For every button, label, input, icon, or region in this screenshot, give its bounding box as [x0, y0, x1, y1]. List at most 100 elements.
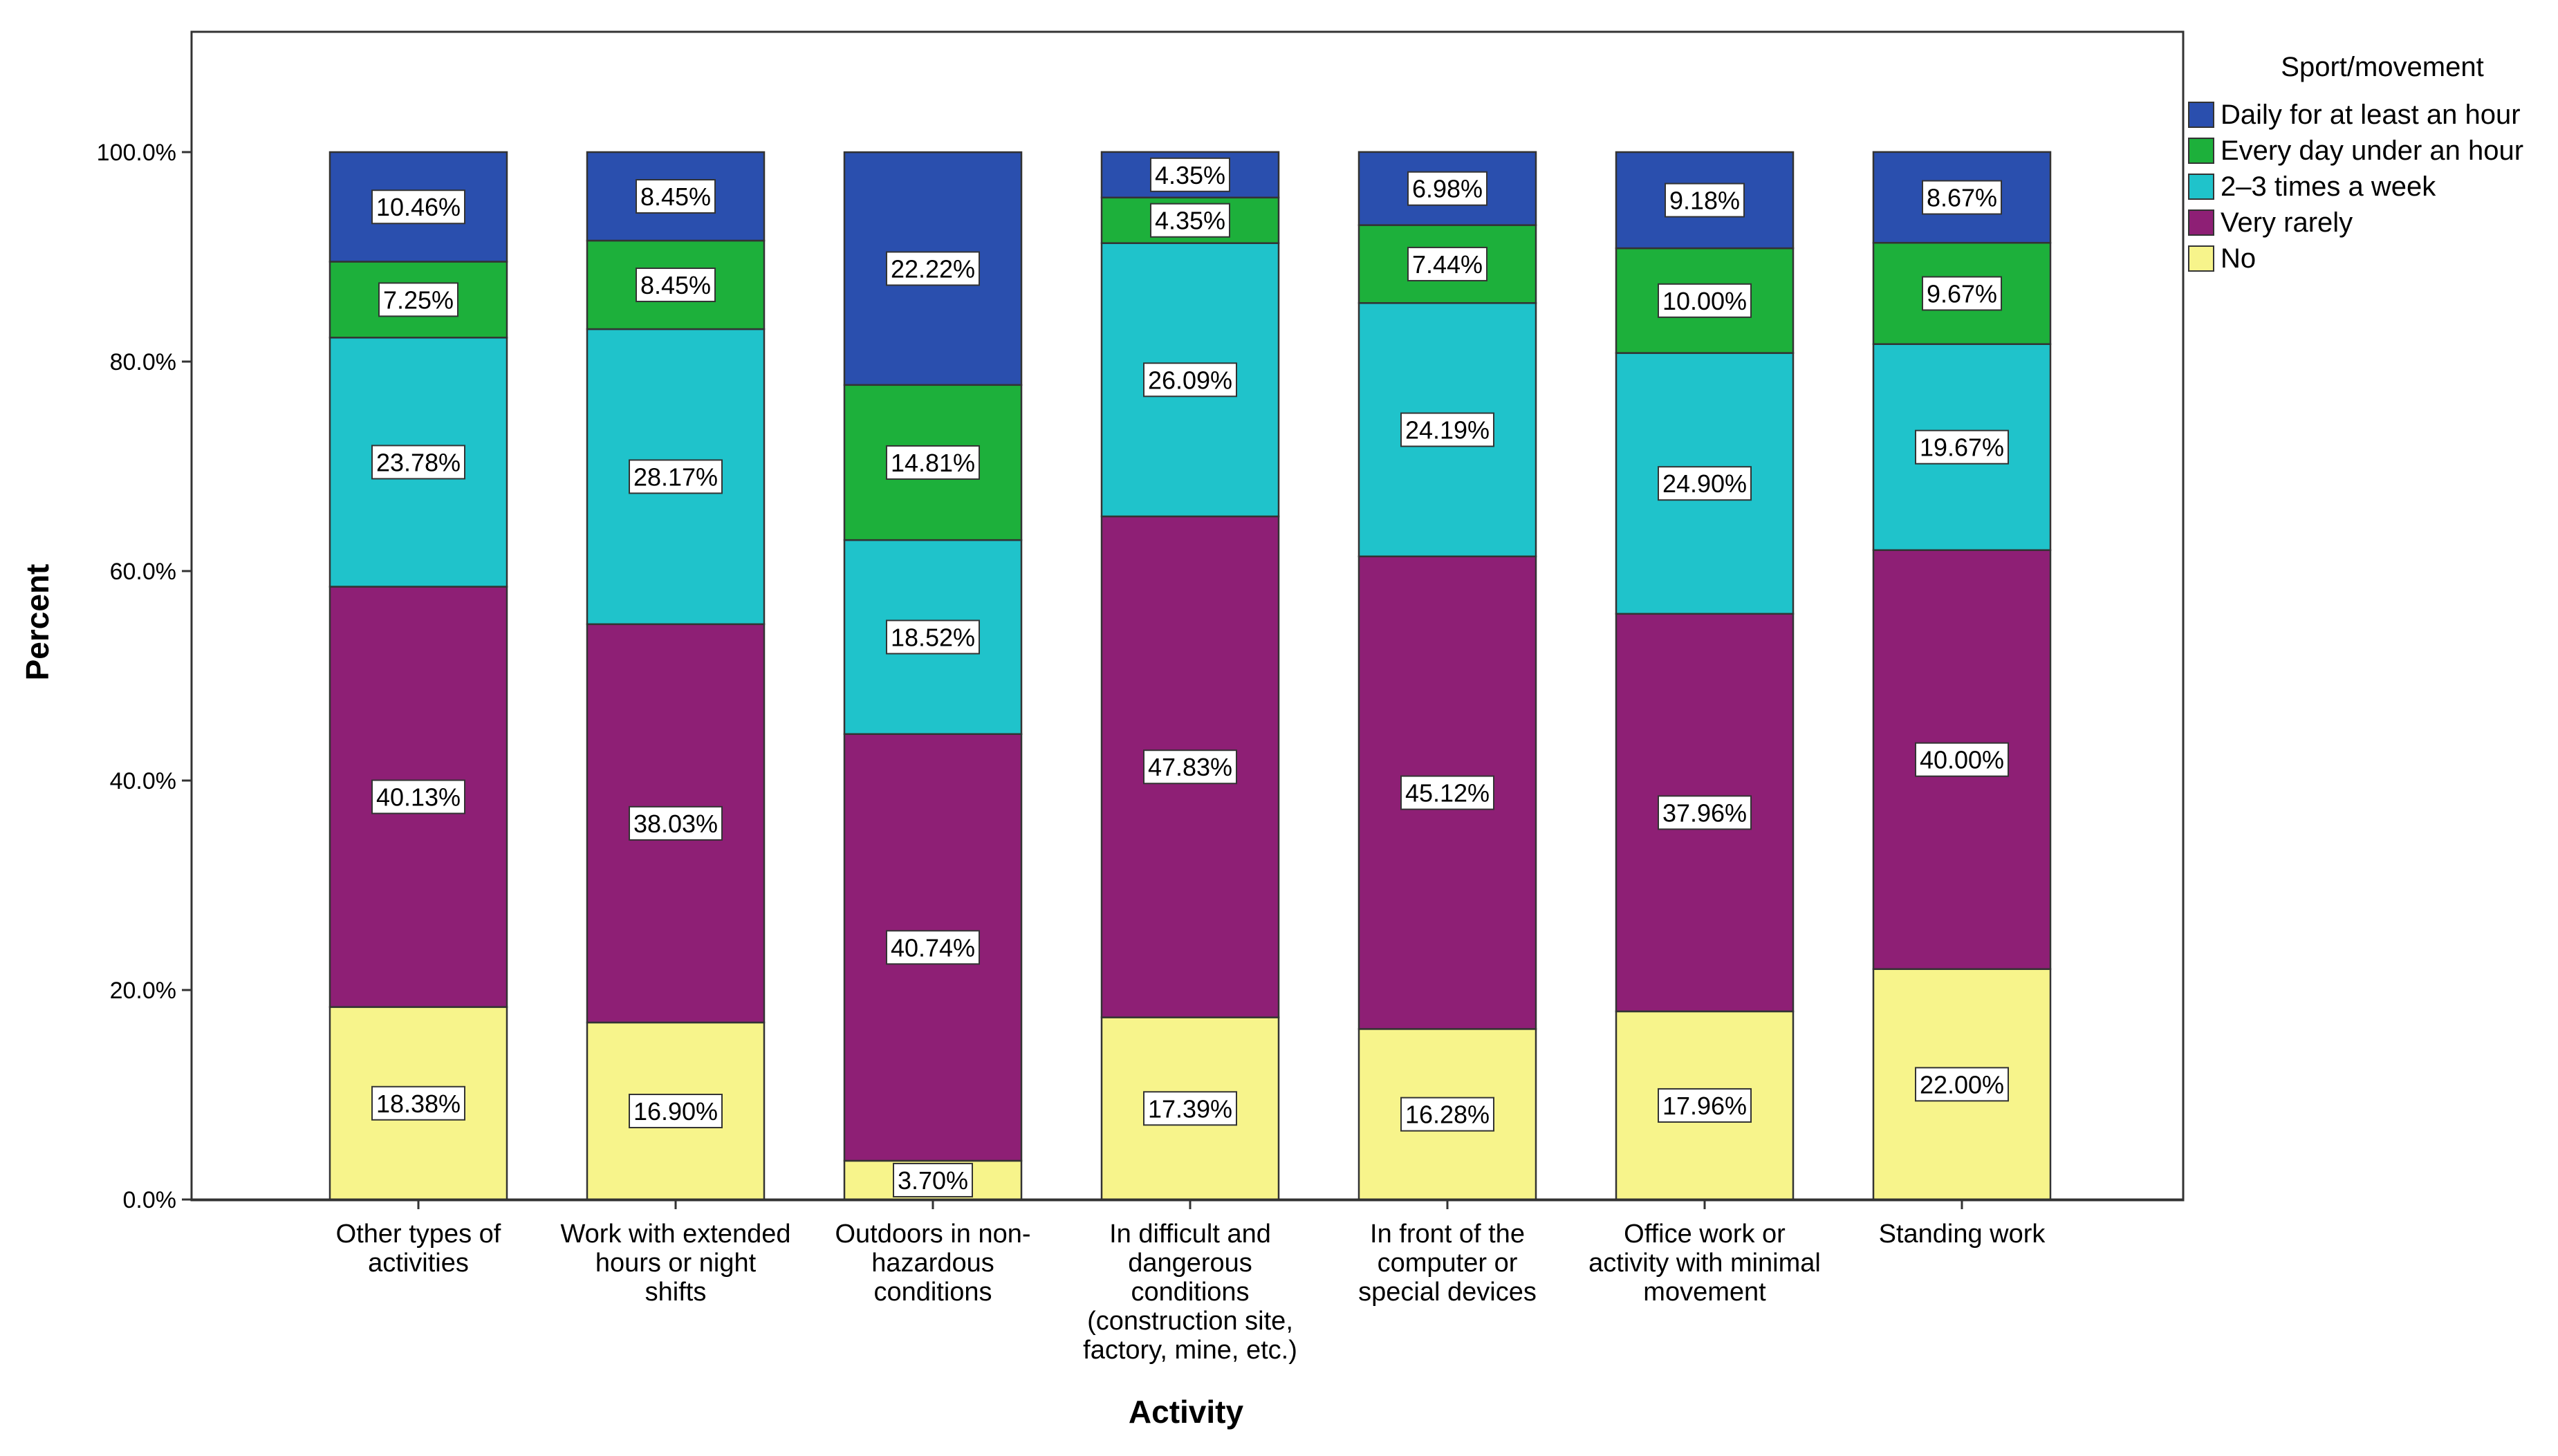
data-label: 37.96%: [1658, 795, 1752, 830]
data-label: 45.12%: [1400, 775, 1494, 810]
svg-text:28.17%: 28.17%: [633, 463, 718, 491]
legend-swatch: [2188, 209, 2214, 236]
svg-text:16.90%: 16.90%: [633, 1097, 718, 1126]
legend-swatch: [2188, 102, 2214, 128]
x-tick-label: Other types of activities: [336, 1220, 501, 1278]
x-tick-label: Office work or activity with minimal movem…: [1588, 1220, 1821, 1307]
svg-text:10.00%: 10.00%: [1662, 287, 1747, 315]
legend-label: Very rarely: [2221, 207, 2353, 238]
data-label: 9.67%: [1922, 276, 2002, 311]
data-label: 40.00%: [1915, 742, 2009, 777]
legend-label: 2–3 times a week: [2221, 171, 2436, 202]
svg-text:8.45%: 8.45%: [640, 271, 711, 299]
svg-text:18.52%: 18.52%: [891, 623, 975, 651]
svg-text:22.22%: 22.22%: [891, 254, 975, 283]
svg-text:4.35%: 4.35%: [1155, 207, 1225, 235]
legend-swatch: [2188, 138, 2214, 164]
y-axis-title: Percent: [19, 564, 55, 681]
data-label: 38.03%: [629, 805, 723, 841]
legend-swatch: [2188, 245, 2214, 272]
data-label: 24.19%: [1400, 412, 1494, 447]
y-tick-label: 60.0%: [110, 559, 176, 585]
y-axis: 0.0% 20.0% 40.0% 60.0% 80.0% 100.0%: [97, 140, 193, 1213]
data-label: 47.83%: [1143, 749, 1237, 785]
data-label: 17.39%: [1143, 1091, 1237, 1126]
svg-text:3.70%: 3.70%: [898, 1166, 968, 1195]
bars: [328, 151, 2052, 1201]
svg-text:17.39%: 17.39%: [1148, 1094, 1232, 1123]
x-tick-label: Standing work: [1879, 1220, 2046, 1249]
legend-label: Daily for at least an hour: [2221, 100, 2521, 130]
data-label: 23.78%: [371, 445, 465, 480]
data-label: 4.35%: [1150, 157, 1230, 192]
svg-text:18.38%: 18.38%: [376, 1090, 461, 1118]
data-label: 8.45%: [636, 179, 716, 214]
svg-text:22.00%: 22.00%: [1920, 1070, 2004, 1099]
data-label: 8.45%: [636, 268, 716, 303]
data-label: 16.28%: [1400, 1096, 1494, 1132]
legend-swatch: [2188, 174, 2214, 200]
y-tick-label: 100.0%: [97, 140, 176, 166]
svg-text:16.28%: 16.28%: [1405, 1101, 1490, 1129]
svg-text:47.83%: 47.83%: [1148, 753, 1232, 781]
data-label: 14.81%: [886, 445, 980, 480]
data-labels: 18.38% 40.13% 23.78% 7.25% 10.46% 16.90% 38.03…: [371, 157, 2009, 1197]
data-label: 16.90%: [629, 1093, 723, 1128]
svg-text:40.00%: 40.00%: [1920, 746, 2004, 774]
data-label: 18.38%: [371, 1085, 465, 1121]
data-label: 24.90%: [1658, 466, 1752, 501]
svg-text:19.67%: 19.67%: [1920, 433, 2004, 462]
svg-text:40.13%: 40.13%: [376, 783, 461, 812]
svg-text:7.25%: 7.25%: [383, 286, 454, 314]
legend: Sport/movement Daily for at least an hou…: [2188, 52, 2523, 274]
data-label: 22.00%: [1915, 1067, 2009, 1102]
legend-item: Every day under an hour: [2188, 136, 2523, 166]
data-label: 19.67%: [1915, 429, 2009, 465]
data-label: 7.44%: [1407, 246, 1487, 281]
y-tick-label: 40.0%: [110, 768, 176, 794]
svg-text:9.18%: 9.18%: [1669, 187, 1740, 215]
data-label: 22.22%: [886, 251, 980, 286]
x-tick-label: In difficult and dangerous conditions (cons…: [1083, 1220, 1297, 1365]
svg-text:14.81%: 14.81%: [891, 449, 975, 477]
legend-item: 2–3 times a week: [2188, 171, 2436, 202]
data-label: 4.35%: [1150, 203, 1230, 238]
svg-text:7.44%: 7.44%: [1412, 250, 1483, 279]
legend-item: Daily for at least an hour: [2188, 100, 2521, 130]
legend-item: Very rarely: [2188, 207, 2353, 238]
legend-title: Sport/movement: [2281, 52, 2483, 82]
data-label: 10.00%: [1658, 283, 1752, 318]
svg-text:38.03%: 38.03%: [633, 810, 718, 838]
data-label: 10.46%: [371, 189, 465, 225]
x-tick-label: Work with extended hours or night shifts: [560, 1220, 790, 1307]
svg-text:17.96%: 17.96%: [1662, 1092, 1747, 1120]
y-tick-label: 20.0%: [110, 978, 176, 1004]
svg-text:10.46%: 10.46%: [376, 193, 461, 221]
data-label: 40.13%: [371, 779, 465, 814]
x-axis-title: Activity: [1129, 1394, 1244, 1430]
svg-text:37.96%: 37.96%: [1662, 799, 1747, 827]
data-label: 9.18%: [1665, 183, 1745, 218]
legend-label: No: [2221, 243, 2256, 274]
svg-text:8.67%: 8.67%: [1927, 184, 1997, 212]
svg-text:4.35%: 4.35%: [1155, 161, 1225, 189]
legend-item: No: [2188, 243, 2256, 274]
y-tick-label: 0.0%: [123, 1187, 177, 1213]
legend-label: Every day under an hour: [2221, 136, 2523, 166]
data-label: 8.67%: [1922, 180, 2002, 215]
data-label: 40.74%: [886, 930, 980, 965]
svg-text:26.09%: 26.09%: [1148, 366, 1232, 394]
y-tick-label: 80.0%: [110, 349, 176, 375]
data-label: 7.25%: [378, 282, 458, 317]
svg-text:8.45%: 8.45%: [640, 183, 711, 211]
x-tick-label: Outdoors in non-hazardous conditions: [835, 1220, 1030, 1307]
data-label: 3.70%: [893, 1162, 973, 1197]
x-tick-label: In front of the computer or special device…: [1358, 1220, 1537, 1307]
data-label: 26.09%: [1143, 362, 1237, 398]
svg-text:6.98%: 6.98%: [1412, 175, 1483, 203]
svg-text:9.67%: 9.67%: [1927, 279, 1997, 308]
x-axis: Other types of activities Work with extend…: [192, 1198, 2183, 1365]
svg-text:40.74%: 40.74%: [891, 933, 975, 962]
svg-text:24.19%: 24.19%: [1405, 416, 1490, 445]
